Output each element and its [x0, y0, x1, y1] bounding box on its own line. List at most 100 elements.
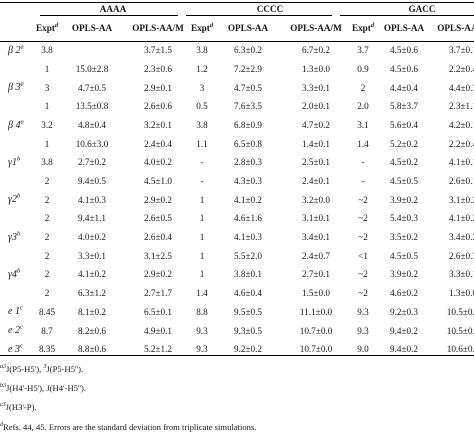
table-cell: 2.4±0.1 — [302, 176, 331, 187]
table-footnotes: a3J(P5-H5'), 3J(P5-H5''). b3J(H4'-H5'), J… — [0, 360, 474, 437]
table-row: γ4b 2 4.1±0.2 2.9±0.2 1 3.8±0.1 2.7±0.1 ~2 3.9±0… — [0, 266, 474, 285]
table-cell: 3.3±0.1 — [77, 250, 106, 261]
row-label: γ1b — [8, 155, 21, 168]
table-cell: 3.7±0.1 — [449, 45, 474, 56]
table-cell: 2.3±0.6 — [144, 63, 173, 74]
row-label — [0, 98, 36, 117]
table-cell: 4.4±0.3 — [449, 82, 474, 93]
table-cell: 5.5±2.0 — [234, 250, 263, 261]
table-cell: 3.4±0.1 — [302, 232, 331, 243]
table-cell: 10.6±0.0 — [446, 344, 474, 355]
table-cell: 3.8±0.1 — [234, 269, 263, 280]
group-rule-cccc — [186, 15, 332, 16]
table-cell: <1 — [358, 250, 368, 261]
table-cell: 5.2±0.2 — [390, 138, 419, 149]
table-cell: 2.9±0.2 — [144, 269, 173, 280]
table-cell: 2 — [44, 269, 50, 280]
table-cell: 4.5±1.0 — [144, 176, 173, 187]
table-cell: 4.7±0.5 — [77, 82, 106, 93]
table-cell: 4.1±0.2 — [449, 213, 474, 224]
table-cell: 9.3 — [357, 325, 369, 336]
table-cell: ~2 — [358, 232, 368, 243]
table-cell: 3.7±1.5 — [144, 45, 173, 56]
column-header-expt: Exptd — [36, 16, 58, 42]
row-label: γ3b — [8, 230, 21, 243]
table-cell: 5.6±0.4 — [390, 119, 419, 130]
column-header-opls-aa: OPLS-AA — [58, 16, 126, 42]
table-cell: 4.1±0.2 — [234, 194, 263, 205]
row-label: e 3c — [8, 342, 23, 355]
table-cell: 9.3 — [357, 306, 369, 317]
table-cell: 1.4 — [196, 288, 208, 299]
table-cell: 3.3±0.1 — [449, 269, 474, 280]
table-cell: 9.5±0.5 — [234, 306, 263, 317]
table-row: 2 9.4±1.1 2.6±0.5 1 4.6±1.6 3.1±0.1 ~2 5.4±0.3 4… — [0, 210, 474, 229]
table-cell: 4.9±0.1 — [144, 325, 173, 336]
row-label — [0, 135, 36, 154]
table-cell: 4.6±1.6 — [234, 213, 263, 224]
table-cell: 3.8 — [196, 45, 208, 56]
table-body: β 2a 3.8 3.7±1.5 3.8 6.3±0.2 6.7±0.2 3.7 4.5±0.… — [0, 42, 474, 360]
column-header-opls-aam: OPLS-AA/M — [282, 16, 351, 42]
table-cell: 3.2 — [41, 119, 53, 130]
row-label — [0, 210, 36, 229]
table-cell: 2.6±0.5 — [144, 213, 173, 224]
table-cell: 0.5 — [196, 101, 208, 112]
table-cell: 1.4±0.1 — [302, 138, 331, 149]
table-row: e 3c 8.35 8.8±0.6 5.2±1.2 9.3 9.2±0.2 10.7±0.0… — [0, 341, 474, 360]
table-cell: 10.5±0.2 — [446, 306, 474, 317]
table-cell: 3 — [44, 82, 50, 93]
table-cell: ~2 — [358, 194, 368, 205]
table-cell: 1.4 — [357, 138, 369, 149]
table-cell: 9.2±0.2 — [234, 344, 263, 355]
table-cell: 11.1±0.0 — [299, 306, 333, 317]
table-cell: 2 — [44, 194, 50, 205]
table-cell: 9.3±0.5 — [234, 325, 263, 336]
table-cell: 1.2 — [196, 63, 208, 74]
table-cell: 6.5±0.8 — [234, 138, 263, 149]
table-cell: 3.2±0.1 — [144, 119, 173, 130]
table-cell: 6.5±0.1 — [144, 306, 173, 317]
table-cell: 3.7 — [357, 45, 369, 56]
table-cell: 4.5±0.5 — [390, 176, 419, 187]
column-header-opls-aam: OPLS-AA/M — [126, 16, 191, 42]
table-cell: 15.0±2.8 — [75, 63, 109, 74]
table-cell: 4.0±0.2 — [144, 157, 173, 168]
table-cell: 5.2±1.2 — [144, 344, 173, 355]
column-header-opls-aam: OPLS-AA/M — [432, 16, 474, 42]
table-cell: 2.2±0.4 — [449, 63, 474, 74]
table-cell: 2.4±0.4 — [144, 138, 173, 149]
table-cell: 5.4±0.3 — [390, 213, 419, 224]
row-label: β 2a — [8, 43, 24, 57]
table-cell: 2.3±1.1 — [449, 101, 474, 112]
column-header-opls-aa: OPLS-AA — [214, 16, 283, 42]
table-cell: - — [200, 157, 204, 168]
table-cell: 2 — [44, 288, 50, 299]
table-cell: 1 — [199, 213, 205, 224]
table-cell: 1.3±0.0 — [302, 63, 331, 74]
table-cell: 2.5±0.1 — [302, 157, 331, 168]
row-label: e 2c — [8, 323, 23, 337]
table-cell: 1.5±0.0 — [302, 288, 331, 299]
row-label — [0, 247, 36, 266]
table-cell: 7.6±3.5 — [234, 101, 263, 112]
table-cell: 2.6±0.6 — [144, 101, 173, 112]
table-cell: 2.7±0.2 — [77, 157, 106, 168]
table-cell: 9.3 — [196, 344, 208, 355]
table-cell: 1 — [199, 250, 205, 261]
table-cell: 4.5±0.6 — [390, 45, 419, 56]
table-cell: 13.5±0.8 — [75, 101, 109, 112]
row-label: γ2b — [8, 193, 21, 206]
table-cell: 4.6±0.4 — [234, 288, 263, 299]
table-cell: 2.9±0.1 — [144, 82, 173, 93]
table-cell: 9.4±0.2 — [390, 325, 419, 336]
table-row: 1 15.0±2.8 2.3±0.6 1.2 7.2±2.9 1.3±0.0 0.9 4.5±… — [0, 60, 474, 79]
table-cell: 8.7 — [41, 325, 53, 336]
row-label — [0, 284, 36, 303]
group-rule-aaaa — [40, 15, 178, 16]
table-cell: 9.4±1.1 — [77, 213, 106, 224]
table-cell: - — [361, 157, 365, 168]
table-cell: 6.7±0.2 — [302, 45, 331, 56]
table-row: β 3a 3 4.7±0.5 2.9±0.1 3 4.7±0.5 3.3±0.1 2 4.4±0… — [0, 79, 474, 98]
table-cell: 4.7±0.5 — [234, 82, 263, 93]
